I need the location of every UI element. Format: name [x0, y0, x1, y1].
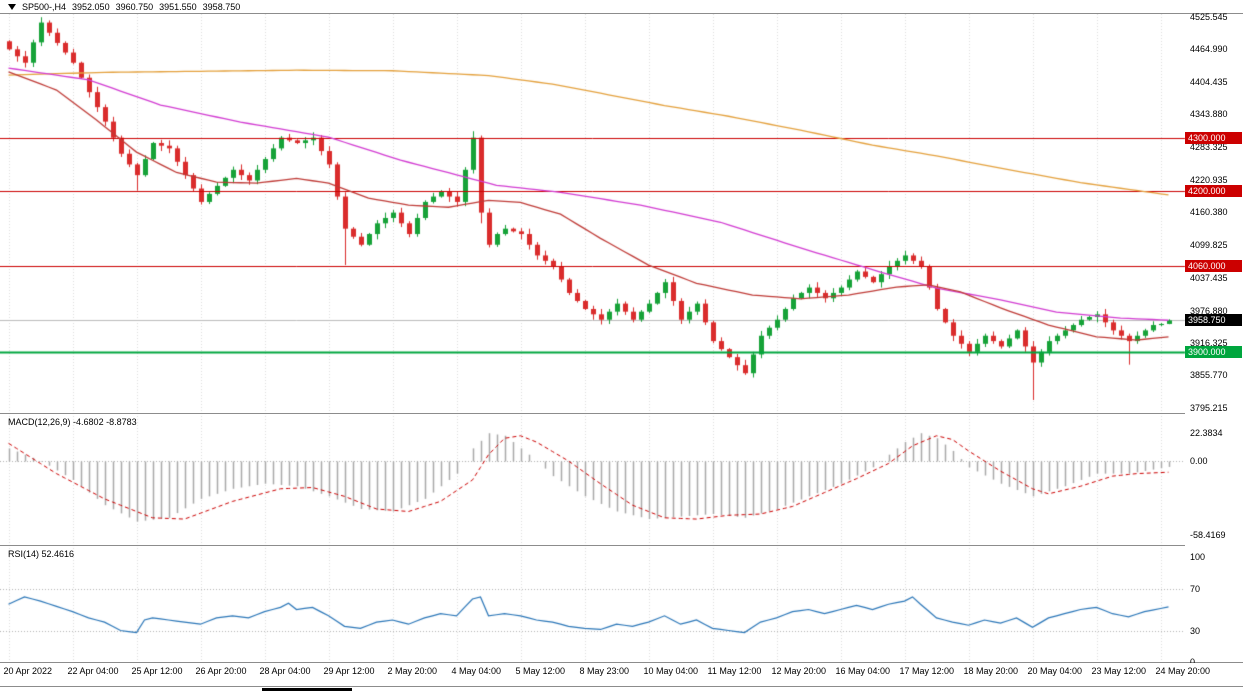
price-axis-label: 4220.935	[1190, 174, 1228, 185]
price-axis-label: 4283.325	[1190, 141, 1228, 152]
macd-axis-label: 22.3834	[1190, 427, 1223, 438]
time-axis-label: 22 Apr 04:00	[67, 666, 119, 676]
horizontal-scrollbar[interactable]	[0, 687, 1243, 694]
level-price-tag: 4200.000	[1185, 185, 1242, 198]
rsi-axis-label: 30	[1190, 625, 1201, 636]
price-axis-label: 4160.380	[1190, 207, 1228, 218]
level-price-tag: 3900.000	[1185, 345, 1242, 358]
time-axis-label: 12 May 20:00	[771, 666, 827, 676]
price-axis-label: 3916.325	[1190, 338, 1228, 349]
ohlc-high: 3960.750	[115, 1, 154, 12]
rsi-axis-label: 0	[1190, 657, 1196, 667]
time-axis-label: 8 May 23:00	[579, 666, 630, 676]
time-axis-label: 26 Apr 20:00	[195, 666, 247, 676]
macd-indicator-label: MACD(12,26,9) -4.6802 -8.8783	[8, 417, 137, 427]
time-axis-label: 17 May 12:00	[899, 666, 955, 676]
time-axis-label: 20 Apr 2022	[3, 666, 53, 676]
time-axis-label: 28 Apr 04:00	[259, 666, 311, 676]
time-axis-label: 5 May 12:00	[515, 666, 566, 676]
time-axis-label: 20 May 04:00	[1027, 666, 1083, 676]
macd-axis-label: 0.00	[1190, 456, 1208, 466]
price-axis-label: 3976.880	[1190, 305, 1228, 316]
price-axis-label: 4404.435	[1190, 76, 1228, 87]
time-axis-label: 18 May 20:00	[963, 666, 1019, 676]
time-axis-label: 23 May 12:00	[1091, 666, 1147, 676]
ohlc-open: 3952.050	[72, 1, 110, 12]
time-axis-label: 29 Apr 12:00	[323, 666, 375, 676]
price-axis-label: 4343.880	[1190, 109, 1228, 120]
panel-divider-rsi-time	[0, 662, 1243, 663]
macd-title: MACD(12,26,9)	[8, 417, 71, 427]
price-axis-label: 3855.770	[1190, 370, 1228, 381]
rsi-axis-label: 100	[1190, 552, 1206, 562]
time-axis-label: 25 Apr 12:00	[131, 666, 183, 676]
horizontal-scrollbar-thumb[interactable]	[262, 688, 352, 691]
chart-header: SP500-,H4 3952.050 3960.750 3951.550 395…	[0, 0, 1243, 14]
ohlc-close: 3958.750	[202, 1, 241, 12]
macd-values: -4.6802 -8.8783	[73, 417, 137, 427]
time-axis-label: 11 May 12:00	[707, 666, 762, 676]
price-scale[interactable]: 4525.545 4464.990 4404.435 4343.880 4283.325…	[1185, 11, 1243, 667]
symbol-marker-icon	[8, 3, 16, 10]
rsi-title: RSI(14)	[8, 549, 40, 559]
time-axis-label: 4 May 04:00	[451, 666, 502, 676]
time-axis-label: 24 May 20:00	[1155, 666, 1211, 676]
ohlc-low: 3951.550	[159, 1, 197, 12]
rsi-axis-label: 70	[1190, 583, 1201, 594]
price-axis-label: 4525.545	[1190, 11, 1228, 22]
symbol-timeframe-label: SP500-,H4	[22, 1, 67, 12]
scroll-strip-divider	[0, 686, 1243, 687]
rsi-value: 52.4616	[41, 549, 75, 559]
price-axis-label: 4099.825	[1190, 239, 1228, 250]
level-price-tag: 4300.000	[1185, 131, 1242, 144]
panel-divider-main-macd[interactable]	[0, 413, 1243, 414]
level-price-tag: 4060.000	[1185, 260, 1242, 273]
time-axis-label: 2 May 20:00	[387, 666, 438, 676]
rsi-indicator-label: RSI(14) 52.4616	[8, 549, 74, 559]
price-axis-label: 4037.435	[1190, 273, 1228, 284]
panel-divider-macd-rsi[interactable]	[0, 545, 1243, 546]
price-axis-label: 3795.215	[1190, 402, 1228, 413]
macd-axis-label: -58.4169	[1190, 529, 1226, 540]
current-price-tag: 3958.750	[1185, 314, 1242, 327]
time-axis-label: 16 May 04:00	[835, 666, 891, 676]
time-axis-label: 10 May 04:00	[643, 666, 699, 676]
price-axis-label: 4464.990	[1190, 44, 1228, 55]
time-scale[interactable]: 20 Apr 2022 22 Apr 04:00 25 Apr 12:00 26 Ap…	[0, 663, 1243, 686]
